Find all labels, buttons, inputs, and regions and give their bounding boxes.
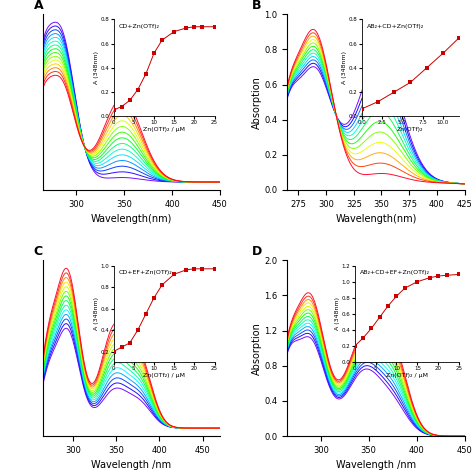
Text: B: B [252, 0, 261, 12]
Y-axis label: Absorption: Absorption [252, 76, 262, 128]
X-axis label: Wavelength(nm): Wavelength(nm) [335, 214, 417, 224]
Y-axis label: Absorption: Absorption [252, 322, 262, 374]
Text: D: D [252, 245, 262, 258]
X-axis label: Wavelength(nm): Wavelength(nm) [91, 214, 172, 224]
X-axis label: Wavelength /nm: Wavelength /nm [336, 460, 416, 470]
Text: C: C [34, 245, 43, 258]
X-axis label: Wavelength /nm: Wavelength /nm [91, 460, 171, 470]
Text: A: A [34, 0, 44, 12]
